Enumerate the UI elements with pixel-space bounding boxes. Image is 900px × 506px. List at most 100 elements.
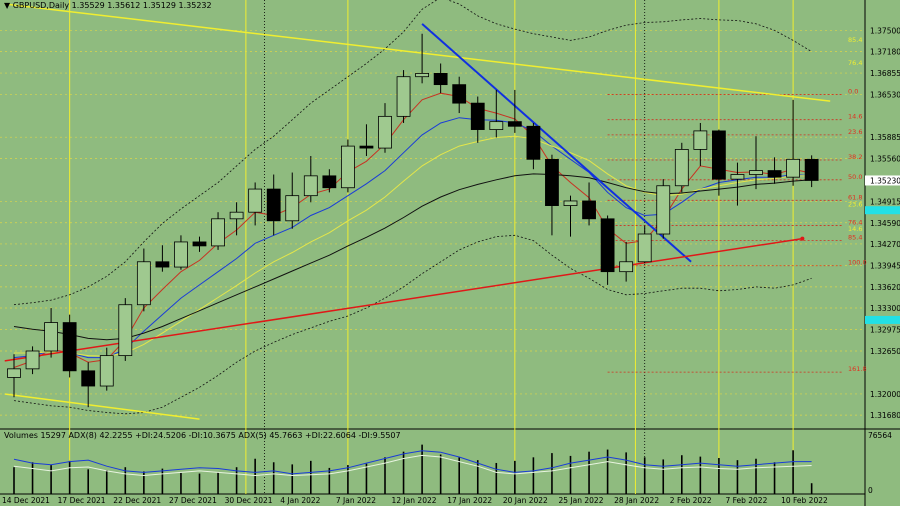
candle-body — [192, 241, 207, 247]
price-tick-label: 1.33945 — [870, 261, 900, 270]
price-tick-label: 1.36530 — [870, 91, 900, 100]
current-price-marker — [865, 175, 900, 186]
adx-line — [13, 454, 812, 477]
x-tick-label: 17 Dec 2021 — [58, 496, 106, 505]
candle-body — [730, 174, 745, 180]
candle-body — [25, 350, 40, 370]
candle-body — [62, 322, 77, 372]
candle-body — [693, 130, 708, 150]
trendline — [421, 23, 692, 263]
fib-level-label: 23.6 — [848, 128, 862, 136]
candle-body — [155, 261, 170, 268]
candle-body — [545, 158, 559, 206]
fib-level-label: 85.4 — [848, 234, 862, 242]
fib-level-label: 50.0 — [848, 173, 862, 181]
price-tick-label: 1.37180 — [870, 48, 900, 57]
candle-body — [526, 125, 541, 160]
volume-min-label: 0 — [868, 486, 873, 495]
candle-body — [303, 175, 318, 197]
price-tick-label: 1.32650 — [870, 347, 900, 356]
x-tick-label: 22 Dec 2021 — [113, 496, 161, 505]
candle-body — [619, 261, 634, 273]
candle-body — [99, 355, 114, 387]
trendline — [4, 3, 831, 102]
fib-level-label-yellow: 85.4 — [848, 36, 862, 44]
volume-panel-header: Volumes 15297 ADX(8) 42.2255 +DI:24.5206… — [4, 431, 401, 440]
candle-body — [118, 304, 133, 357]
price-tick-label: 1.31680 — [870, 411, 900, 420]
candle-body — [507, 121, 522, 127]
fib-level-label: 14.6 — [848, 113, 862, 121]
price-tick-label: 1.34590 — [870, 219, 900, 228]
x-tick-label: 17 Jan 2022 — [447, 496, 492, 505]
price-tick-label: 1.33620 — [870, 283, 900, 292]
trendline — [4, 393, 200, 420]
candle-body — [136, 261, 151, 306]
x-tick-label: 4 Jan 2022 — [280, 496, 320, 505]
x-tick-label: 25 Jan 2022 — [559, 496, 604, 505]
current-price-label: 1.35230 — [870, 176, 900, 185]
candle-body — [433, 72, 448, 86]
fib-level-label-yellow: 76.4 — [848, 59, 862, 67]
candle-body — [804, 158, 819, 181]
candle-body — [489, 121, 504, 130]
fib-level-label: 76.4 — [848, 218, 862, 226]
fib-level-label-yellow: 23.6 — [848, 201, 862, 209]
symbol-label: GBPUSD,Daily — [12, 1, 70, 10]
candle-body — [452, 84, 467, 104]
candle-body — [415, 72, 430, 78]
trendline-anchor — [800, 236, 805, 241]
candle-body — [285, 195, 300, 222]
x-tick-label: 7 Jan 2022 — [336, 496, 376, 505]
trendline — [4, 237, 803, 362]
candle-body — [266, 188, 281, 222]
candle-body — [248, 188, 263, 213]
fib-level-label-yellow: 14.6 — [848, 225, 862, 233]
price-tick-label: 1.35560 — [870, 155, 900, 164]
candle-body — [786, 158, 800, 178]
price-tick-label: 1.35885 — [870, 133, 900, 142]
candle-body — [749, 170, 763, 175]
candle-body — [359, 145, 374, 149]
moving-average-line — [14, 135, 812, 357]
candle-body — [44, 322, 58, 352]
candle-body — [767, 170, 782, 178]
moving-average-line — [13, 117, 812, 359]
candle-body — [600, 218, 615, 273]
price-tick-label: 1.36855 — [870, 69, 900, 78]
candle-body — [674, 149, 689, 187]
price-tick-label: 1.37500 — [870, 26, 900, 35]
chart-header: ▼ GBPUSD,Daily 1.35529 1.35612 1.35129 1… — [4, 1, 212, 10]
x-tick-label: 12 Jan 2022 — [392, 496, 437, 505]
x-tick-label: 28 Jan 2022 — [614, 496, 659, 505]
candle-body — [81, 370, 96, 387]
symbol-arrow-icon[interactable]: ▼ — [4, 1, 11, 10]
candle-body — [712, 130, 726, 180]
price-tick-label: 1.34270 — [870, 240, 900, 249]
volume-scale-label: 76564 — [868, 431, 892, 440]
ohlc-values: 1.35529 1.35612 1.35129 1.35232 — [71, 1, 212, 10]
candle-body — [174, 241, 188, 268]
candle-body — [229, 211, 244, 220]
cyan-price-marker — [865, 315, 900, 324]
candle-body — [322, 175, 337, 189]
candle-body — [378, 115, 392, 149]
price-tick-label: 1.34915 — [870, 197, 900, 206]
fib-level-label: 100.0 — [848, 259, 867, 267]
candle-body — [211, 218, 225, 247]
fib-level-label: 61.8 — [848, 193, 862, 201]
x-tick-label: 2 Feb 2022 — [670, 496, 712, 505]
cyan-price-marker — [865, 206, 900, 215]
candle-body — [7, 368, 21, 378]
x-tick-label: 30 Dec 2021 — [225, 496, 273, 505]
moving-average-line — [13, 173, 812, 341]
bollinger-upper-band — [13, 0, 812, 306]
x-tick-label: 10 Feb 2022 — [781, 496, 828, 505]
x-tick-label: 7 Feb 2022 — [725, 496, 767, 505]
candle-body — [340, 145, 355, 189]
candle-body — [582, 200, 596, 220]
candle-body — [470, 102, 485, 130]
